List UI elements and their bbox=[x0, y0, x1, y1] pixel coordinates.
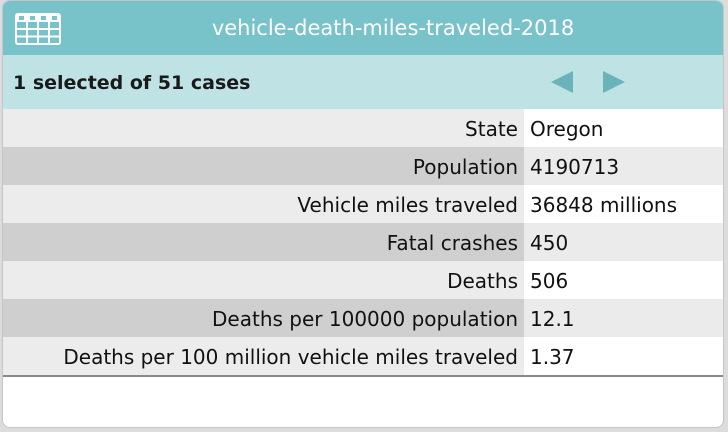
attribute-row-deaths: Deaths 506 bbox=[3, 261, 723, 299]
attribute-row-deaths-per-100000-population: Deaths per 100000 population 12.1 bbox=[3, 299, 723, 337]
table-bottom-divider bbox=[3, 375, 723, 377]
attribute-value[interactable]: 12.1 bbox=[524, 299, 723, 337]
triangle-left-icon bbox=[551, 71, 573, 93]
attribute-row-vehicle-miles-traveled: Vehicle miles traveled 36848 millions bbox=[3, 185, 723, 223]
table-icon[interactable] bbox=[15, 13, 61, 45]
previous-case-button[interactable] bbox=[549, 69, 575, 95]
attribute-label: Fatal crashes bbox=[3, 223, 524, 261]
attribute-label: Vehicle miles traveled bbox=[3, 185, 524, 223]
attribute-value[interactable]: 36848 millions bbox=[524, 185, 723, 223]
selection-summary: 1 selected of 51 cases bbox=[13, 72, 251, 94]
attribute-label: Deaths per 100 million vehicle miles tra… bbox=[3, 337, 524, 375]
next-case-button[interactable] bbox=[601, 69, 627, 95]
attribute-label: State bbox=[3, 109, 524, 147]
window-title: vehicle-death-miles-traveled-2018 bbox=[211, 16, 575, 40]
attribute-row-fatal-crashes: Fatal crashes 450 bbox=[3, 223, 723, 261]
attribute-label: Population bbox=[3, 147, 524, 185]
case-nav-bar: 1 selected of 51 cases bbox=[3, 55, 723, 109]
attribute-row-deaths-per-100-million-vmt: Deaths per 100 million vehicle miles tra… bbox=[3, 337, 723, 375]
case-attribute-table: State Oregon Population 4190713 Vehicle … bbox=[3, 109, 723, 375]
attribute-row-population: Population 4190713 bbox=[3, 147, 723, 185]
title-bar[interactable]: vehicle-death-miles-traveled-2018 bbox=[3, 1, 723, 55]
triangle-right-icon bbox=[603, 71, 625, 93]
attribute-value[interactable]: 4190713 bbox=[524, 147, 723, 185]
attribute-value[interactable]: 1.37 bbox=[524, 337, 723, 375]
attribute-label: Deaths bbox=[3, 261, 524, 299]
attribute-value[interactable]: 450 bbox=[524, 223, 723, 261]
attribute-value[interactable]: 506 bbox=[524, 261, 723, 299]
attribute-value[interactable]: Oregon bbox=[524, 109, 723, 147]
attribute-row-state: State Oregon bbox=[3, 109, 723, 147]
attribute-label: Deaths per 100000 population bbox=[3, 299, 524, 337]
